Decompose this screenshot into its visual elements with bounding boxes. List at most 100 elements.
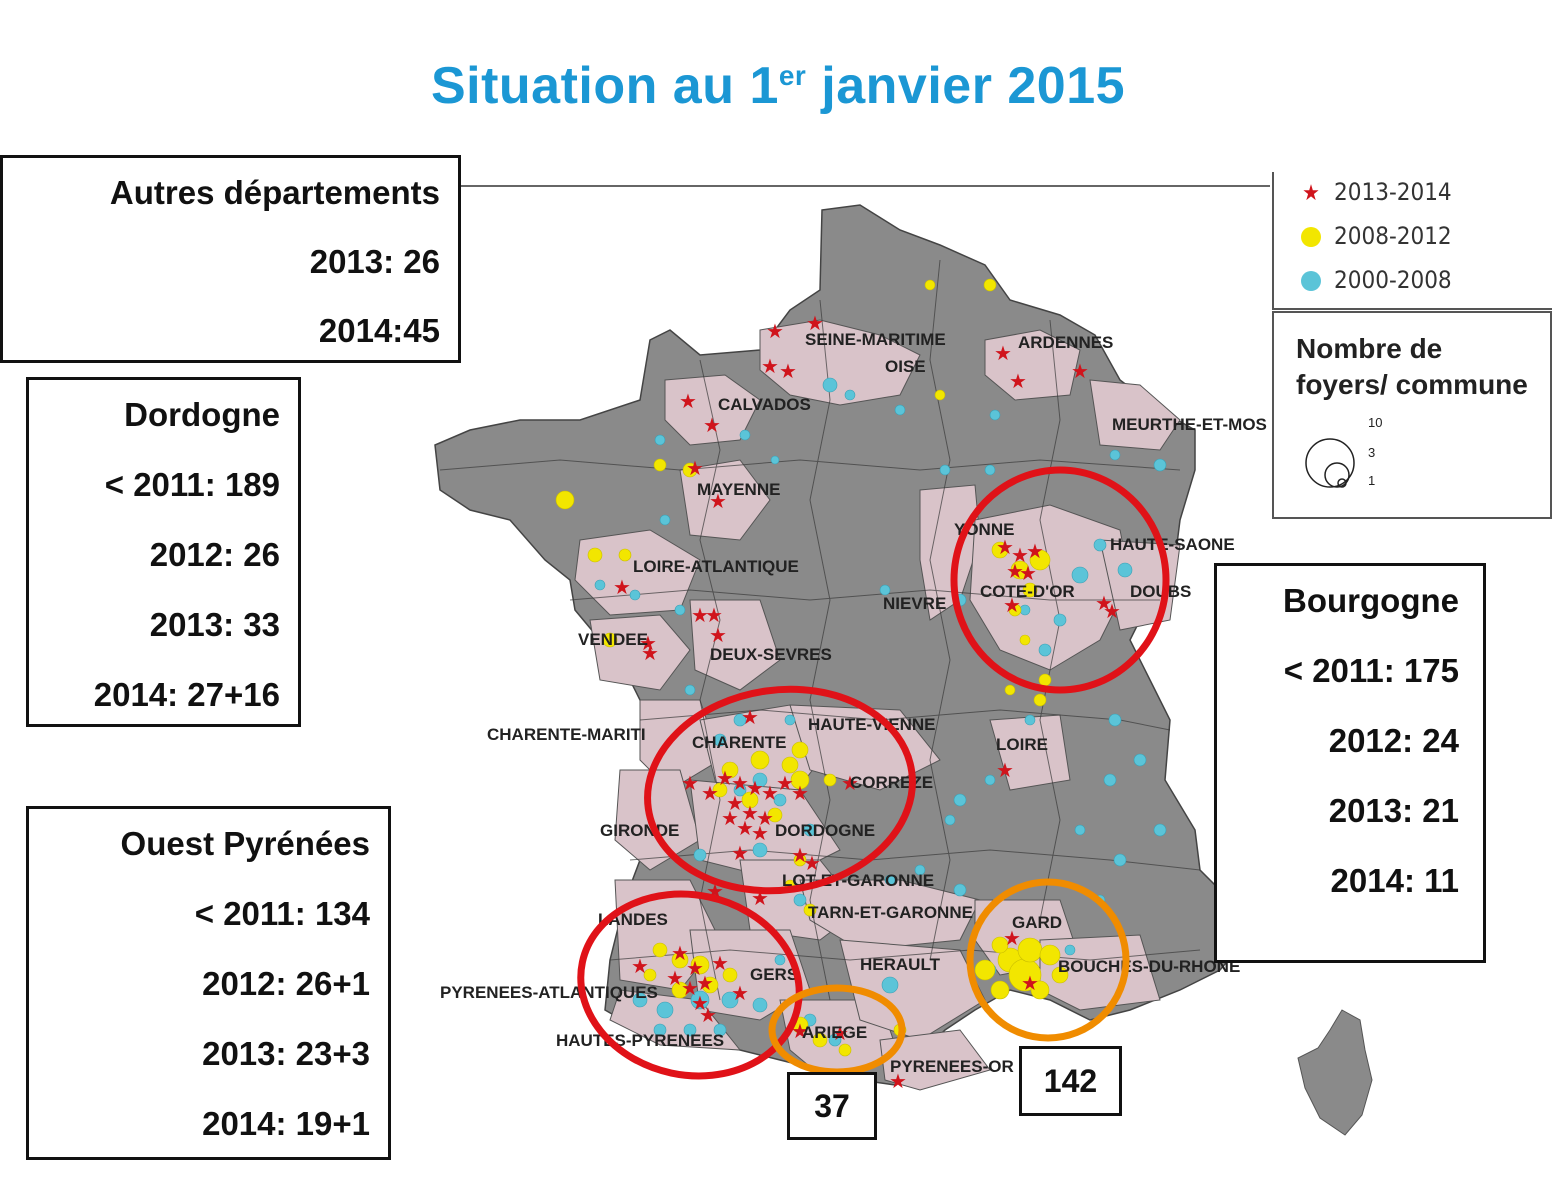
- svg-text:★: ★: [686, 456, 704, 480]
- svg-text:★: ★: [696, 971, 714, 995]
- box-line: < 2011: 175: [1283, 652, 1459, 689]
- svg-text:★: ★: [639, 631, 657, 655]
- label-meurthe: MEURTHE-ET-MOS: [1112, 415, 1267, 434]
- size-circles-icon: [1305, 438, 1355, 488]
- cyan-dot-icon: [1298, 266, 1324, 294]
- label-oise: OISE: [885, 357, 926, 376]
- svg-text:★: ★: [721, 806, 739, 830]
- svg-text:★: ★: [741, 705, 759, 729]
- svg-text:★: ★: [1019, 561, 1037, 585]
- svg-text:★: ★: [996, 535, 1014, 559]
- circle-ouest-pyrenees: [577, 890, 803, 1080]
- box-line: 2014: 11: [1330, 862, 1459, 899]
- size-value-1: 1: [1368, 473, 1376, 488]
- svg-text:★: ★: [841, 771, 859, 795]
- box-line: 2014:45: [318, 312, 440, 349]
- dots-2000-2008: [594, 377, 1167, 1047]
- box-heading: Autres départements: [109, 174, 440, 211]
- label-haute-vienne: HAUTE-VIENNE: [808, 715, 936, 734]
- svg-text:★: ★: [761, 781, 779, 805]
- svg-text:★: ★: [791, 843, 809, 867]
- label-dordogne: DORDOGNE: [775, 821, 875, 840]
- svg-text:★: ★: [731, 981, 749, 1005]
- count-box-ariege: 37: [787, 1072, 877, 1140]
- svg-text:★: ★: [613, 575, 631, 599]
- svg-text:★: ★: [731, 771, 749, 795]
- box-heading: Dordogne: [124, 396, 280, 433]
- box-line: 2012: 24: [1328, 722, 1459, 759]
- svg-text:★: ★: [751, 821, 769, 845]
- label-nievre: NIEVRE: [883, 594, 946, 613]
- svg-text:★: ★: [691, 991, 709, 1015]
- svg-text:★: ★: [831, 1021, 849, 1045]
- circle-bourgogne: [950, 466, 1170, 694]
- legend-item-2008-2012: 2008-2012: [1298, 222, 1452, 250]
- legend-item-2013-2014: ★ 2013-2014: [1298, 178, 1452, 206]
- box-heading: Bourgogne: [1283, 582, 1459, 619]
- svg-text:★: ★: [631, 954, 649, 978]
- svg-text:★: ★: [746, 776, 764, 800]
- size-value-10: 10: [1368, 415, 1383, 430]
- svg-text:★: ★: [1095, 591, 1113, 615]
- svg-text:★: ★: [686, 956, 704, 980]
- label-loire-atlantique: LOIRE-ATLANTIQUE: [633, 557, 799, 576]
- svg-text:★: ★: [1026, 539, 1044, 563]
- label-ardennes: ARDENNES: [1018, 333, 1113, 352]
- svg-text:★: ★: [996, 758, 1014, 782]
- label-loire: LOIRE: [996, 735, 1048, 754]
- svg-text:★: ★: [709, 489, 727, 513]
- label-deux-sevres: DEUX-SEVRES: [710, 645, 832, 664]
- svg-text:★: ★: [791, 781, 809, 805]
- svg-text:★: ★: [994, 341, 1012, 365]
- svg-text:★: ★: [1006, 559, 1024, 583]
- size-value-3: 3: [1368, 445, 1376, 460]
- svg-text:★: ★: [705, 603, 723, 627]
- label-herault: HERAULT: [860, 955, 941, 974]
- legend-size: Nombre de foyers/ commune 10 3 1: [1272, 311, 1552, 519]
- svg-text:★: ★: [691, 603, 709, 627]
- svg-text:★: ★: [1071, 359, 1089, 383]
- svg-text:★: ★: [1103, 599, 1121, 623]
- svg-text:★: ★: [641, 641, 659, 665]
- svg-text:★: ★: [756, 806, 774, 830]
- department-labels: SEINE-MARITIME OISE ARDENNES CALVADOS ME…: [440, 330, 1267, 1076]
- label-gard: GARD: [1012, 913, 1062, 932]
- svg-text:★: ★: [703, 413, 721, 437]
- label-tarn-et-garonne: TARN-ET-GARONNE: [808, 903, 973, 922]
- circle-gard: [966, 878, 1130, 1042]
- box-line: 2013: 23+3: [202, 1035, 370, 1072]
- label-doubs: DOUBS: [1130, 582, 1191, 601]
- dots-2008-2012: [555, 278, 1069, 1057]
- svg-text:★: ★: [779, 359, 797, 383]
- label-cote-dor: COTE-D'OR: [980, 582, 1075, 601]
- svg-text:★: ★: [1003, 593, 1021, 617]
- stats-box-bourgogne: Bourgogne < 2011: 175 2012: 24 2013: 21 …: [1214, 563, 1486, 963]
- svg-text:★: ★: [711, 951, 729, 975]
- label-pyrenees-atlantiques: PYRENEES-ATLANTIQUES: [440, 983, 658, 1002]
- label-gers: GERS: [750, 965, 798, 984]
- count-box-gard: 142: [1019, 1046, 1122, 1116]
- svg-text:★: ★: [741, 801, 759, 825]
- box-line: 2013: 33: [149, 606, 280, 643]
- legend-item-2000-2008: 2000-2008: [1298, 266, 1452, 294]
- svg-text:★: ★: [731, 841, 749, 865]
- svg-text:★: ★: [681, 976, 699, 1000]
- label-charente-maritime: CHARENTE-MARITI: [487, 725, 646, 744]
- label-pyrenees-or: PYRENEES-OR: [890, 1057, 1014, 1076]
- legend-size-title: Nombre de foyers/ commune: [1296, 333, 1528, 400]
- box-line: 2013: 21: [1328, 792, 1459, 829]
- france-outline: [434, 204, 1246, 1086]
- red-star-icon: ★: [1302, 181, 1320, 206]
- corsica-island: [1297, 1009, 1373, 1136]
- svg-text:★: ★: [701, 781, 719, 805]
- svg-text:★: ★: [709, 623, 727, 647]
- label-vendee: VENDEE: [578, 630, 648, 649]
- label-haute-saone: HAUTE-SAONE: [1110, 535, 1235, 554]
- svg-text:★: ★: [699, 1003, 717, 1027]
- label-charente: CHARENTE: [692, 733, 786, 752]
- svg-text:★: ★: [761, 354, 779, 378]
- svg-text:★: ★: [666, 966, 684, 990]
- svg-text:★: ★: [1003, 926, 1021, 950]
- svg-text:★: ★: [671, 941, 689, 965]
